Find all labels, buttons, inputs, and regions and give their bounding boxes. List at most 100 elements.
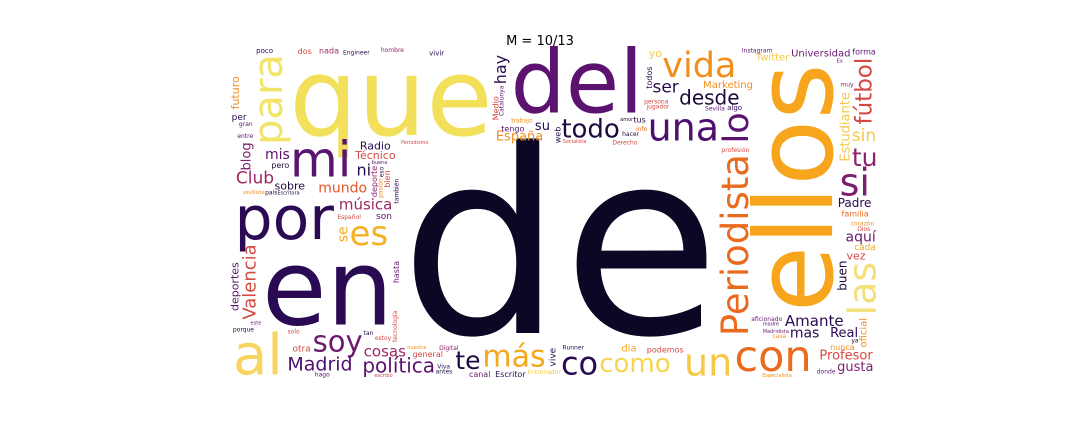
word-5: por <box>235 184 335 254</box>
word-89: podemos <box>647 346 684 355</box>
word-170: vez <box>846 250 865 263</box>
word-54: desde <box>679 85 739 109</box>
word-55: aficionado <box>751 316 782 323</box>
word-135: país <box>265 190 277 197</box>
word-61: tengo <box>501 124 524 133</box>
word-35: Profesor <box>819 348 873 363</box>
word-97: buena <box>372 160 388 166</box>
word-57: Derecho <box>612 139 637 146</box>
word-143: bien <box>383 170 392 187</box>
word-32: Universidad <box>791 48 850 59</box>
word-21: mundo <box>318 180 367 196</box>
word-74: son <box>376 212 392 222</box>
word-174: dos <box>298 47 312 56</box>
word-151: estoy <box>375 335 392 342</box>
word-84: ni <box>356 161 371 180</box>
word-95: nuestra <box>407 345 426 351</box>
word-109: poco <box>256 47 273 55</box>
word-23: Periodista <box>714 154 757 336</box>
word-129: profesión <box>721 147 749 154</box>
word-122: Periodismo <box>401 140 429 146</box>
word-0: de <box>400 96 720 394</box>
word-30: música <box>339 196 393 214</box>
word-138: web <box>554 127 563 144</box>
word-60: trabajo <box>511 118 533 125</box>
word-3: ellos <box>733 63 858 312</box>
word-94: persona <box>644 98 669 105</box>
word-105: Escritora <box>277 191 299 197</box>
word-117: Runner <box>563 345 585 352</box>
word-56: corazón <box>851 220 875 227</box>
word-108: buen <box>835 261 849 291</box>
word-19: como <box>599 349 670 379</box>
word-22: al <box>233 323 283 388</box>
word-43: su <box>535 119 550 134</box>
word-136: madre <box>763 321 779 327</box>
word-102: solo <box>288 328 300 335</box>
word-42: ser <box>652 77 678 97</box>
word-52: Técnico <box>354 149 396 162</box>
chart-title: M = 10/13 <box>506 34 574 49</box>
word-79: vivir <box>429 49 444 57</box>
word-82: otra <box>292 345 310 355</box>
word-27: tu <box>852 143 878 172</box>
word-114: Socialista <box>563 139 587 145</box>
word-101: jugador <box>645 103 669 110</box>
word-137: hago <box>315 371 330 378</box>
word-71: muy <box>840 82 854 89</box>
word-41: blog <box>240 142 255 170</box>
word-107: Entrenador <box>527 369 561 376</box>
word-73: tus <box>633 115 645 124</box>
word-10: un <box>684 340 732 384</box>
word-77: per <box>232 113 247 123</box>
word-13: lo <box>717 112 757 143</box>
word-1: en <box>262 227 393 349</box>
word-85: nunca <box>830 343 855 352</box>
word-49: cosas <box>364 342 406 360</box>
word-62: nada <box>319 47 339 56</box>
word-93: pasión <box>378 178 385 198</box>
word-113: Catalunya <box>498 85 505 116</box>
word-99: antes <box>436 368 453 375</box>
word-6: es <box>350 214 389 254</box>
word-68: futuro <box>229 76 242 109</box>
word-18: las <box>840 262 884 316</box>
word-90: Digital <box>439 345 459 352</box>
word-11: mi <box>290 132 351 189</box>
word-75: se <box>336 226 352 242</box>
word-96: hombre <box>381 47 404 54</box>
word-140: escribo <box>375 373 393 379</box>
word-167: entre <box>237 133 253 140</box>
word-37: fútbol <box>852 58 878 125</box>
word-126: general <box>413 350 443 359</box>
word-76: yo <box>649 47 663 60</box>
word-36: gusta <box>837 360 873 375</box>
word-134: donde <box>817 369 836 376</box>
word-119: Escritor <box>495 370 526 379</box>
word-124: Especialista <box>762 373 792 379</box>
word-65: pero <box>271 161 289 170</box>
word-120: Engineer <box>343 49 370 56</box>
word-87: canal <box>469 370 491 379</box>
word-128: tecnología <box>392 310 399 342</box>
word-17: si <box>840 161 870 205</box>
word-14: co <box>561 344 598 382</box>
word-91: Madridista <box>763 329 789 335</box>
word-160: ya <box>851 338 859 345</box>
word-70: mas <box>790 325 820 341</box>
word-154: forma <box>852 47 876 56</box>
word-24: todo <box>561 115 620 145</box>
word-81: Padre <box>838 196 872 210</box>
word-172: casa <box>772 333 786 340</box>
word-29: política <box>362 354 435 378</box>
word-64: mis <box>265 147 290 163</box>
word-20: Amante <box>785 312 844 330</box>
word-40: Real <box>830 326 858 341</box>
word-48: deporte <box>370 166 379 197</box>
word-2: que <box>289 36 492 161</box>
word-130: porque <box>233 326 254 333</box>
word-158: Medio <box>491 96 500 120</box>
word-121: Instagram <box>742 48 773 55</box>
word-100: este <box>251 320 262 326</box>
